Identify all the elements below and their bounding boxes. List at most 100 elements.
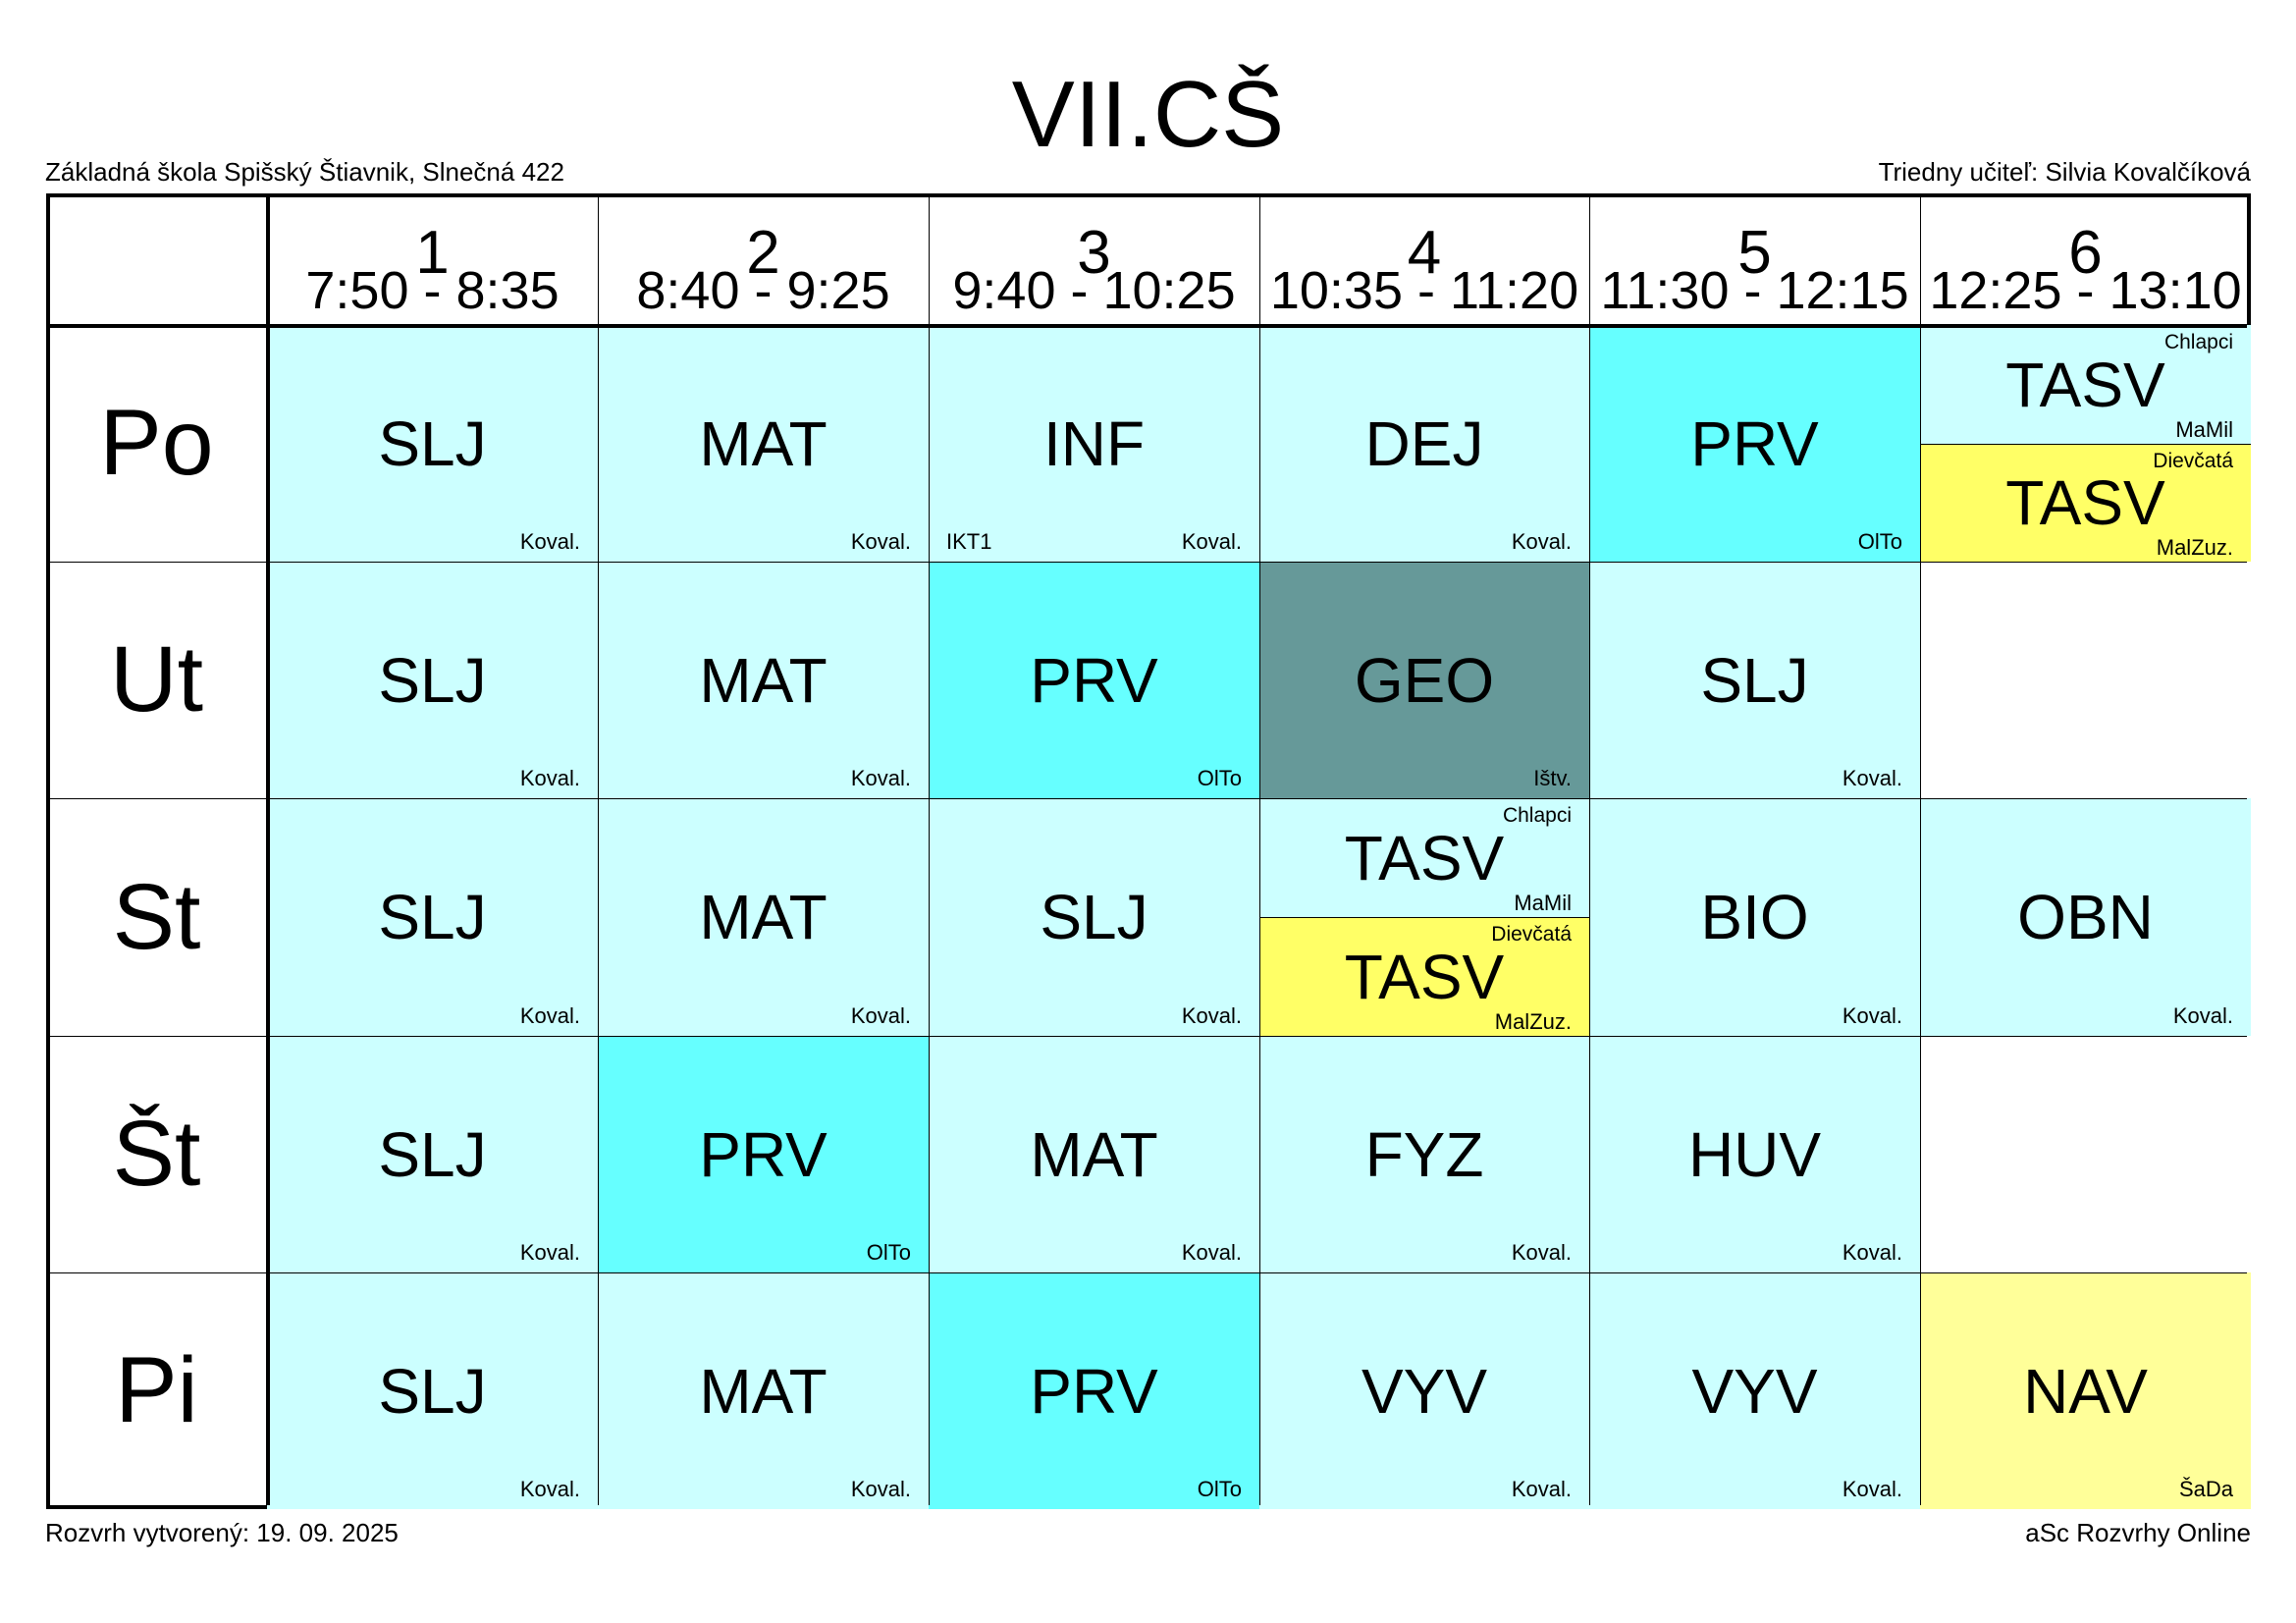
class-title: VII.CŠ <box>1011 62 1285 167</box>
school-name: Základná škola Spišský Štiavnik, Slnečná… <box>45 157 564 187</box>
period-number: 5 <box>1737 219 1772 287</box>
lesson-cell[interactable]: SLJ Koval. <box>267 1272 598 1509</box>
period-time: 7:50 - 8:35 1 <box>305 223 560 320</box>
empty-slot <box>1920 1036 2251 1272</box>
subject-label: TASV <box>1344 822 1505 893</box>
lesson-cell[interactable]: GEO Ištv. <box>1259 562 1589 798</box>
empty-slot <box>1920 562 2251 798</box>
column-divider <box>1259 197 1260 1505</box>
subject-label: SLJ <box>378 1355 487 1427</box>
lesson-cell[interactable]: PRV OlTo <box>598 1036 929 1272</box>
period-number: 1 <box>415 219 450 287</box>
generator-credit: aSc Rozvrhy Online <box>2025 1518 2251 1547</box>
teacher-label: OlTo <box>1857 529 1902 554</box>
teacher-label: OlTo <box>866 1240 911 1265</box>
lesson-cell[interactable]: NAV ŠaDa <box>1920 1272 2251 1509</box>
lesson-cell[interactable]: OBN Koval. <box>1920 798 2251 1036</box>
lesson-cell[interactable]: SLJ Koval. <box>267 1036 598 1272</box>
lesson-cell-split[interactable]: Dievčatá TASV MalZuz. <box>1920 444 2251 562</box>
subject-label: SLJ <box>378 407 487 479</box>
teacher-label: Koval. <box>519 1240 580 1265</box>
lesson-cell-split[interactable]: Chlapci TASV MaMil <box>1920 325 2251 444</box>
subject-label: PRV <box>1030 1355 1158 1427</box>
period-header-4: 10:35 - 11:20 4 <box>1259 193 1589 325</box>
lesson-cell[interactable]: VYV Koval. <box>1259 1272 1589 1509</box>
lesson-cell[interactable]: SLJ Koval. <box>1589 562 1920 798</box>
teacher-label: Koval. <box>519 1003 580 1028</box>
column-divider <box>929 197 930 1505</box>
column-divider <box>1920 197 1921 1505</box>
lesson-cell[interactable]: MAT Koval. <box>598 562 929 798</box>
lesson-cell[interactable]: HUV Koval. <box>1589 1036 1920 1272</box>
period-dash: - <box>1729 261 1777 320</box>
lesson-cell[interactable]: FYZ Koval. <box>1259 1036 1589 1272</box>
subject-label: DEJ <box>1364 407 1484 479</box>
subject-label: VYV <box>1361 1355 1488 1427</box>
created-date: Rozvrh vytvorený: 19. 09. 2025 <box>45 1518 399 1547</box>
lesson-cell[interactable]: PRV OlTo <box>929 1272 1259 1509</box>
corner-cell <box>46 193 267 325</box>
lesson-cell-split[interactable]: Chlapci TASV MaMil <box>1259 798 1589 917</box>
lesson-cell[interactable]: MAT Koval. <box>929 1036 1259 1272</box>
period-header-6: 12:25 - 13:10 6 <box>1920 193 2251 325</box>
teacher-label: Koval. <box>1842 1240 1902 1265</box>
lesson-cell[interactable]: VYV Koval. <box>1589 1272 1920 1509</box>
subject-label: MAT <box>699 1355 828 1427</box>
teacher-label: Koval. <box>1511 1477 1572 1501</box>
lesson-cell[interactable]: INF Koval. IKT1 <box>929 325 1259 562</box>
teacher-label: OlTo <box>1197 1477 1242 1501</box>
teacher-label: Koval. <box>1842 766 1902 790</box>
period-end: 8:35 <box>455 261 560 320</box>
period-dash: - <box>739 261 787 320</box>
subject-label: SLJ <box>378 1118 487 1190</box>
teacher-label: Koval. <box>1181 529 1242 554</box>
subject-label: OBN <box>2017 882 2154 952</box>
lesson-cell[interactable]: SLJ Koval. <box>267 562 598 798</box>
teacher-label: Koval. <box>1511 529 1572 554</box>
teacher-label: Koval. <box>850 529 911 554</box>
lesson-cell[interactable]: BIO Koval. <box>1589 798 1920 1036</box>
lesson-cell[interactable]: DEJ Koval. <box>1259 325 1589 562</box>
row-divider <box>50 798 2247 799</box>
teacher-label: Koval. <box>1511 1240 1572 1265</box>
subject-label: SLJ <box>1700 644 1809 716</box>
period-end: 10:25 <box>1102 261 1236 320</box>
teacher-label: Koval. <box>519 529 580 554</box>
subject-label: GEO <box>1354 644 1495 716</box>
teacher-label: Koval. <box>1181 1003 1242 1028</box>
period-time: 10:35 - 11:20 4 <box>1270 223 1578 318</box>
lesson-cell-split[interactable]: Dievčatá TASV MalZuz. <box>1259 917 1589 1036</box>
lesson-cell[interactable]: PRV OlTo <box>929 562 1259 798</box>
subject-label: SLJ <box>1040 882 1148 952</box>
teacher-label: MaMil <box>2175 417 2233 442</box>
lesson-cell[interactable]: SLJ Koval. <box>267 325 598 562</box>
subject-label: FYZ <box>1364 1118 1484 1190</box>
period-number: 6 <box>2068 219 2103 287</box>
teacher-label: Koval. <box>850 766 911 790</box>
period-number: 3 <box>1077 219 1111 287</box>
teacher-label: MaMil <box>1514 891 1572 915</box>
timetable-grid: 7:50 - 8:35 1 8:40 - 9:25 2 9:40 - 10:25 3 10:… <box>46 193 2251 1509</box>
lesson-cell[interactable]: MAT Koval. <box>598 1272 929 1509</box>
teacher-label: Koval. <box>519 1477 580 1501</box>
subject-label: MAT <box>699 644 828 716</box>
lesson-cell[interactable]: PRV OlTo <box>1589 325 1920 562</box>
lesson-cell[interactable]: SLJ Koval. <box>267 798 598 1036</box>
subject-label: VYV <box>1691 1355 1818 1427</box>
split-divider <box>1259 917 1589 918</box>
day-label-st: St <box>112 864 201 969</box>
teacher-label: Koval. <box>1842 1477 1902 1501</box>
lesson-cell[interactable]: SLJ Koval. <box>929 798 1259 1036</box>
teacher-label: OlTo <box>1197 766 1242 790</box>
day-label-ut: Ut <box>110 627 203 731</box>
subject-label: MAT <box>1030 1118 1158 1190</box>
teacher-label: Koval. <box>1181 1240 1242 1265</box>
subject-label: PRV <box>1690 407 1819 479</box>
lesson-cell[interactable]: MAT Koval. <box>598 798 929 1036</box>
day-label-pi: Pi <box>115 1338 198 1442</box>
teacher-label: Koval. <box>850 1003 911 1028</box>
teacher-label: Koval. <box>850 1477 911 1501</box>
lesson-cell[interactable]: MAT Koval. <box>598 325 929 562</box>
period-number: 4 <box>1407 219 1442 287</box>
teacher-label: Koval. <box>1842 1003 1902 1028</box>
